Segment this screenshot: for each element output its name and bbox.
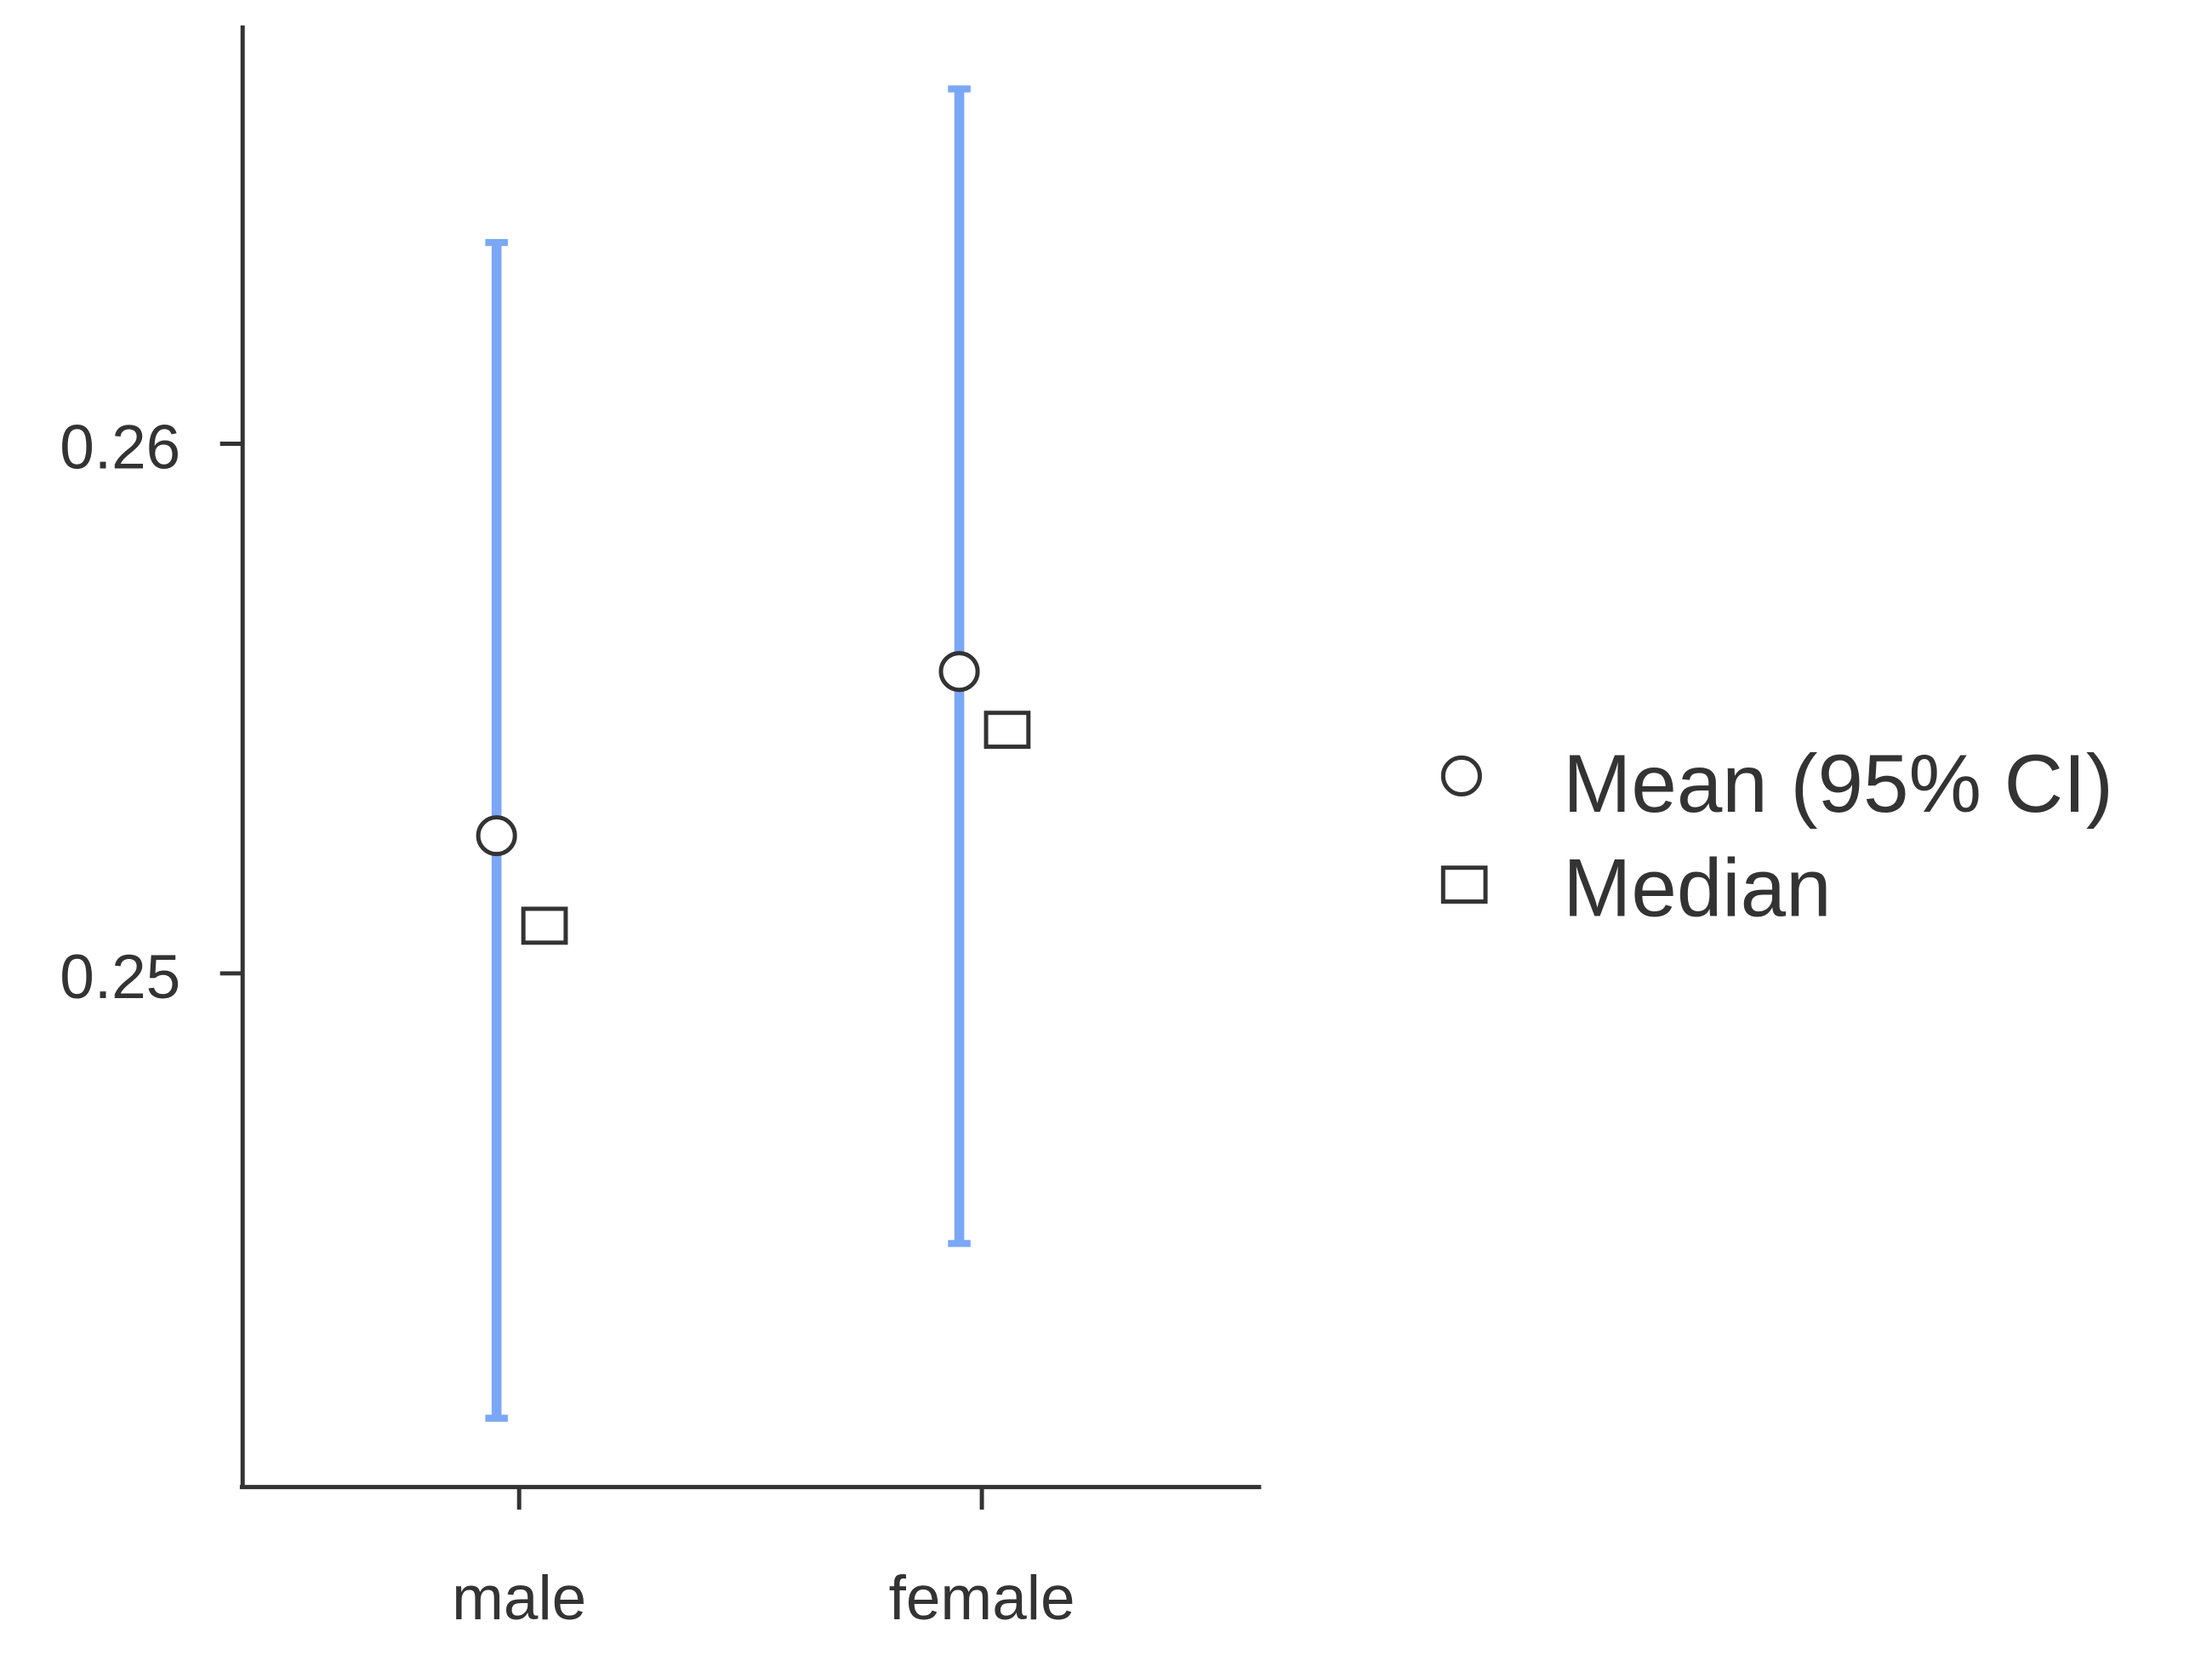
legend-label: Median bbox=[1563, 843, 1831, 934]
legend-symbol bbox=[1440, 755, 1482, 797]
y-tick-label: 0.25 bbox=[60, 943, 180, 1012]
y-tick-label: 0.26 bbox=[60, 414, 180, 482]
x-tick-label: female bbox=[889, 1564, 1075, 1633]
mean-point bbox=[938, 651, 980, 693]
mean-point bbox=[476, 815, 517, 857]
median-point bbox=[521, 906, 568, 945]
legend-label: Mean (95% CI) bbox=[1563, 739, 2113, 830]
median-point bbox=[983, 711, 1031, 750]
x-tick-label: male bbox=[452, 1564, 586, 1633]
legend-symbol bbox=[1440, 865, 1488, 905]
